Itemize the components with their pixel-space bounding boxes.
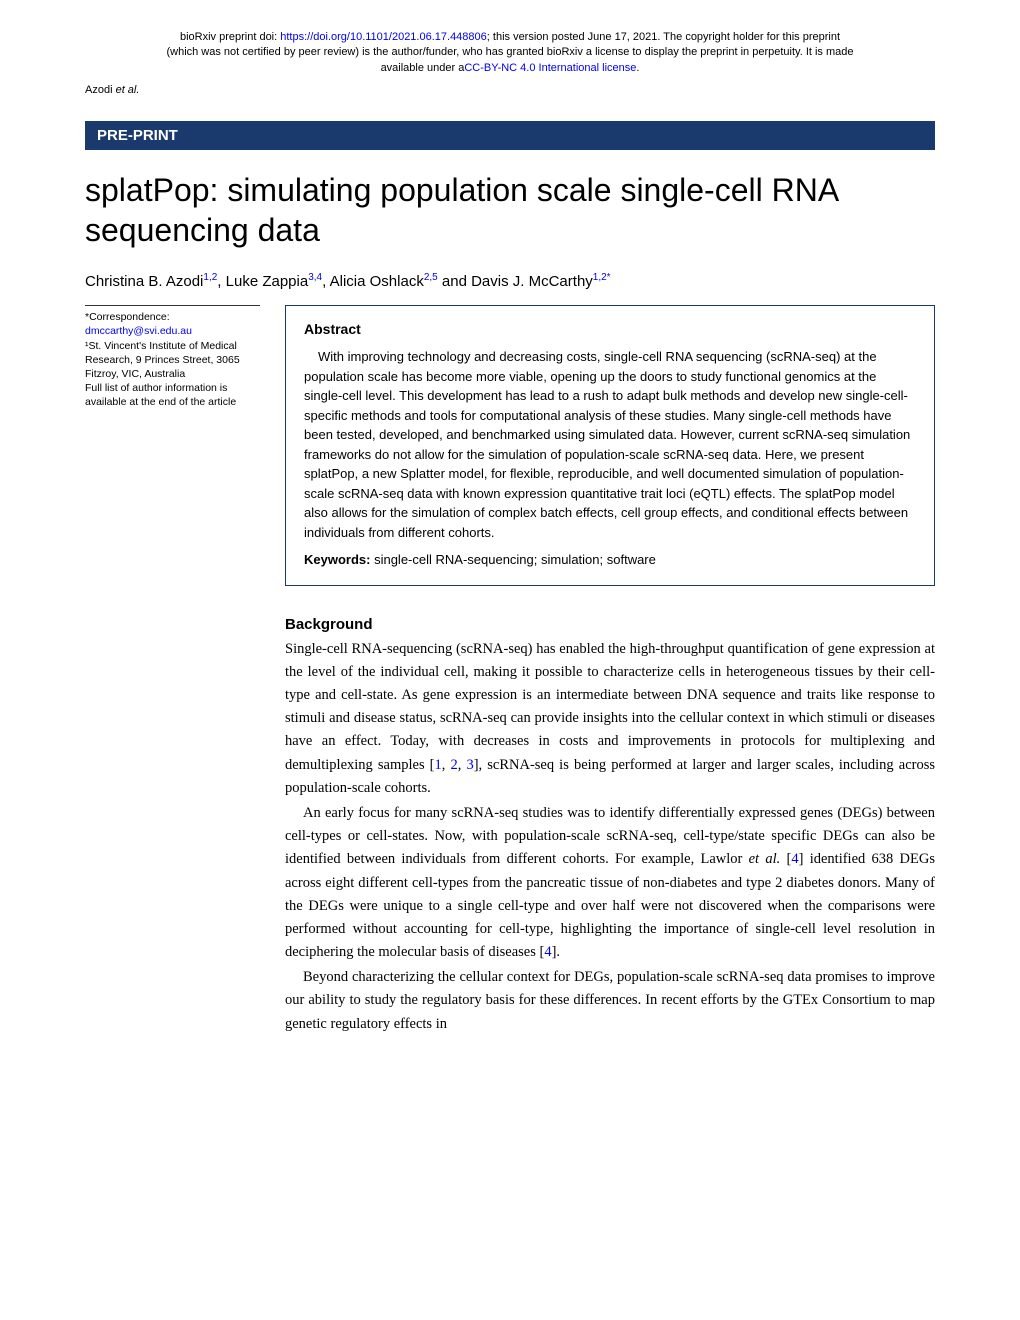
notice-line2: (which was not certified by peer review)… [166,46,853,58]
author-2: , Luke Zappia [217,273,308,290]
correspondence-email[interactable]: dmccarthy@svi.edu.au [85,325,192,337]
author-list: Christina B. Azodi1,2, Luke Zappia3,4, A… [85,272,935,290]
abstract-text: With improving technology and decreasing… [304,347,916,542]
author-2-aff: 3,4 [308,272,322,283]
keywords: Keywords: single-cell RNA-sequencing; si… [304,550,916,570]
background-p3: Beyond characterizing the cellular conte… [285,966,935,1036]
ref-1[interactable]: 1 [435,757,442,773]
ref-4a[interactable]: 4 [791,851,798,867]
ref-2[interactable]: 2 [450,757,457,773]
abstract-box: Abstract With improving technology and d… [285,305,935,586]
author-info-note: Full list of author information is avail… [85,381,260,409]
ref-3[interactable]: 3 [466,757,473,773]
running-head: Azodi et al. [85,84,935,96]
author-1-aff: 1,2 [203,272,217,283]
author-3-aff: 2,5 [424,272,438,283]
keywords-text: single-cell RNA-sequencing; simulation; … [374,552,656,567]
author-4-aff: 1,2* [593,272,611,283]
correspondence-label: *Correspondence: [85,310,260,324]
preprint-banner: PRE-PRINT [85,121,935,150]
affiliation-text: ¹St. Vincent's Institute of Medical Rese… [85,339,260,382]
author-3: , Alicia Oshlack [322,273,424,290]
doi-link[interactable]: https://doi.org/10.1101/2021.06.17.44880… [280,31,487,43]
running-etal: et al. [116,84,140,96]
paper-title: splatPop: simulating population scale si… [85,170,935,250]
background-p1: Single-cell RNA-sequencing (scRNA-seq) h… [285,638,935,800]
notice-line3-suffix: . [636,62,639,74]
author-1: Christina B. Azodi [85,273,203,290]
background-p2: An early focus for many scRNA-seq studie… [285,802,935,964]
abstract-heading: Abstract [304,321,916,337]
notice-line3-prefix: available under a [381,62,465,74]
author-4: and Davis J. McCarthy [438,273,593,290]
correspondence-sidebar: *Correspondence: dmccarthy@svi.edu.au ¹S… [85,305,260,1038]
keywords-label: Keywords: [304,552,374,567]
background-heading: Background [285,616,935,633]
preprint-notice: bioRxiv preprint doi: https://doi.org/10… [85,30,935,76]
doi-prefix: bioRxiv preprint doi: [180,31,280,43]
license-link[interactable]: CC-BY-NC 4.0 International license [464,62,636,74]
doi-suffix: ; this version posted June 17, 2021. The… [487,31,840,43]
ref-4b[interactable]: 4 [544,944,551,960]
running-authors: Azodi [85,84,116,96]
